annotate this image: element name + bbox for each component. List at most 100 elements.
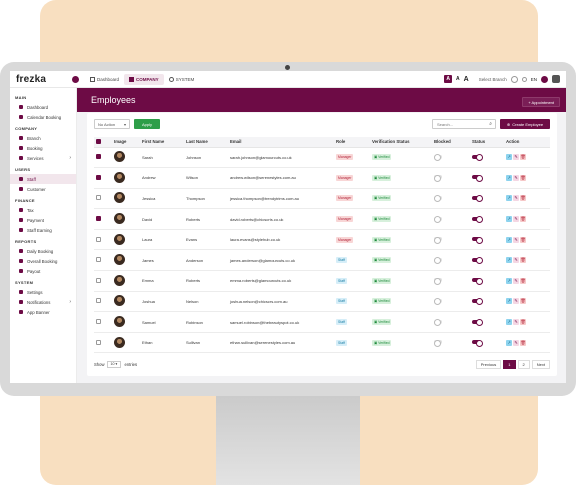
status-toggle[interactable] — [472, 319, 483, 327]
page-2-button[interactable]: 2 — [517, 359, 530, 369]
status-toggle[interactable] — [472, 174, 483, 182]
sidebar-item-dashboard[interactable]: Dashboard — [10, 102, 76, 112]
previous-page-button[interactable]: Previous — [475, 359, 502, 369]
row-checkbox[interactable] — [96, 298, 101, 304]
edit-icon[interactable]: ✎ — [513, 319, 519, 326]
sidebar-item-staff[interactable]: Staff — [10, 174, 76, 184]
sidebar-item-booking[interactable]: Booking — [10, 143, 76, 153]
view-icon[interactable]: ↗ — [506, 277, 512, 284]
status-toggle[interactable] — [472, 257, 483, 265]
per-page-select[interactable]: 10 ▾ — [107, 360, 122, 368]
table-row[interactable]: Laura Evans laura.evans@stylehub.co.uk Mana… — [94, 229, 550, 251]
row-checkbox[interactable] — [96, 216, 101, 222]
sidebar-item-branch[interactable]: Branch — [10, 133, 76, 143]
view-icon[interactable]: ↗ — [506, 216, 512, 223]
column-header[interactable]: Image — [112, 137, 140, 148]
sidebar-item-app-banner[interactable]: App Banner — [10, 307, 76, 317]
blocked-toggle[interactable] — [434, 195, 442, 203]
edit-icon[interactable]: ✎ — [513, 236, 519, 243]
bulk-action-select[interactable]: No Action ▾ — [94, 119, 130, 129]
delete-icon[interactable]: 🗑 — [520, 257, 526, 264]
delete-icon[interactable]: 🗑 — [520, 195, 526, 202]
table-row[interactable]: Samuel Robinson samuel.robinson@thebeautys… — [94, 311, 550, 333]
row-checkbox[interactable] — [96, 154, 101, 160]
view-icon[interactable]: ↗ — [506, 319, 512, 326]
row-checkbox[interactable] — [96, 277, 101, 283]
next-page-button[interactable]: Next — [531, 359, 550, 369]
table-row[interactable]: Sarah Johnson sarah.johnson@glamourcuts.co… — [94, 147, 550, 169]
sidebar-item-services[interactable]: Services › — [10, 153, 76, 163]
column-header[interactable]: Last Name — [184, 137, 228, 148]
view-icon[interactable]: ↗ — [506, 154, 512, 161]
tab-company[interactable]: COMPANY — [124, 73, 164, 85]
blocked-toggle[interactable] — [434, 154, 442, 162]
table-row[interactable]: James Anderson james.anderson@glamourcuts.… — [94, 249, 550, 272]
row-checkbox[interactable] — [96, 236, 101, 242]
blocked-toggle[interactable] — [434, 277, 442, 285]
status-toggle[interactable] — [472, 216, 483, 224]
column-header[interactable]: Action — [504, 137, 550, 148]
blocked-toggle[interactable] — [434, 174, 442, 182]
view-icon[interactable]: ↗ — [506, 257, 512, 264]
edit-icon[interactable]: ✎ — [513, 277, 519, 284]
font-size-large-button[interactable]: A — [463, 75, 469, 83]
row-checkbox[interactable] — [96, 195, 101, 201]
table-row[interactable]: Jessica Thompson jessica.thompson@trendytr… — [94, 188, 550, 210]
view-icon[interactable]: ↗ — [506, 339, 512, 346]
table-row[interactable]: Joshua Nelson joshua.nelson@chicscrs.com.a… — [94, 291, 550, 313]
page-1-button[interactable]: 1 — [503, 359, 516, 369]
blocked-toggle[interactable] — [434, 319, 442, 327]
delete-icon[interactable]: 🗑 — [520, 277, 526, 284]
edit-icon[interactable]: ✎ — [513, 298, 519, 305]
edit-icon[interactable]: ✎ — [513, 154, 519, 161]
search-input[interactable]: Search... ⌕ — [432, 119, 496, 129]
select-all-checkbox[interactable] — [96, 138, 101, 144]
theme-toggle-icon[interactable] — [510, 75, 518, 83]
sidebar-item-payout[interactable]: Payout — [10, 266, 76, 276]
tab-dashboard[interactable]: Dashboard — [85, 74, 124, 85]
sidebar-item-overall-booking[interactable]: Overall Booking — [10, 256, 76, 266]
edit-icon[interactable]: ✎ — [513, 339, 519, 346]
delete-icon[interactable]: 🗑 — [520, 154, 526, 161]
column-header[interactable]: Blocked — [432, 137, 470, 148]
table-row[interactable]: Emma Roberts emma.roberts@glamourcuts.co.u… — [94, 270, 550, 292]
table-row[interactable]: David Roberts david.roberts@chicscrts.co.u… — [94, 208, 550, 230]
column-header[interactable]: Email — [228, 137, 334, 148]
sidebar-item-notifications[interactable]: Notifications › — [10, 297, 76, 307]
view-icon[interactable]: ↗ — [506, 298, 512, 305]
status-toggle[interactable] — [472, 277, 483, 285]
apply-button[interactable]: Apply — [134, 119, 160, 129]
sidebar-item-daily-booking[interactable]: Daily Booking — [10, 246, 76, 256]
view-icon[interactable]: ↗ — [506, 195, 512, 202]
blocked-toggle[interactable] — [434, 257, 442, 265]
add-appointment-button[interactable]: + Appointment — [522, 97, 560, 107]
status-toggle[interactable] — [472, 154, 483, 162]
status-toggle[interactable] — [472, 195, 483, 203]
notification-icon[interactable] — [541, 75, 548, 83]
row-checkbox[interactable] — [96, 339, 101, 345]
delete-icon[interactable]: 🗑 — [520, 216, 526, 223]
status-toggle[interactable] — [472, 298, 483, 306]
row-checkbox[interactable] — [96, 319, 101, 325]
delete-icon[interactable]: 🗑 — [520, 236, 526, 243]
blocked-toggle[interactable] — [434, 236, 442, 244]
edit-icon[interactable]: ✎ — [513, 195, 519, 202]
delete-icon[interactable]: 🗑 — [520, 174, 526, 181]
row-checkbox[interactable] — [96, 174, 101, 180]
column-header[interactable]: Status — [470, 137, 504, 148]
branch-select[interactable]: Select Branch — [478, 76, 507, 82]
delete-icon[interactable]: 🗑 — [520, 339, 526, 346]
row-checkbox[interactable] — [96, 257, 101, 263]
sidebar-item-settings[interactable]: Settings — [10, 287, 76, 297]
edit-icon[interactable]: ✎ — [513, 174, 519, 181]
sidebar-item-staff-earning[interactable]: Staff Earning — [10, 225, 76, 235]
font-size-small-button[interactable]: A — [444, 75, 453, 83]
column-header[interactable]: First Name — [140, 137, 184, 148]
delete-icon[interactable]: 🗑 — [520, 319, 526, 326]
view-icon[interactable]: ↗ — [506, 236, 512, 243]
edit-icon[interactable]: ✎ — [513, 257, 519, 264]
blocked-toggle[interactable] — [434, 216, 442, 224]
create-employee-button[interactable]: ⊕ Create Employee — [500, 119, 550, 129]
status-toggle[interactable] — [472, 339, 483, 347]
delete-icon[interactable]: 🗑 — [520, 298, 526, 305]
